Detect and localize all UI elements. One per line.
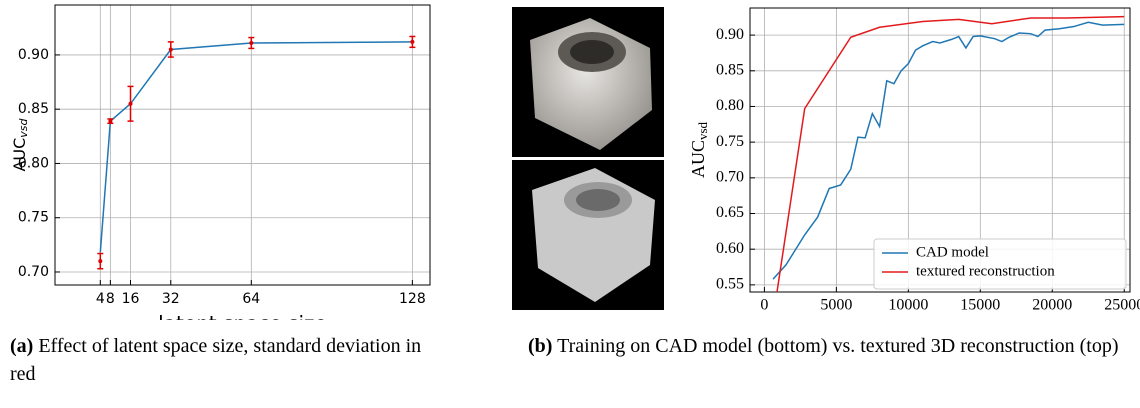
x-tick-label: 0 (760, 297, 768, 314)
mean-point (129, 102, 133, 106)
y-tick-label: 0.90 (18, 47, 49, 63)
render-top (512, 7, 664, 157)
mean-point (98, 259, 102, 263)
y-tick-label: 0.60 (716, 240, 744, 257)
caption-label: (b) (528, 335, 552, 357)
y-label-main: AUC (688, 140, 708, 178)
caption-label: (a) (10, 335, 33, 357)
y-tick-label: 0.85 (716, 61, 744, 78)
y-tick-label: 0.70 (716, 169, 744, 186)
mean-point (249, 41, 253, 45)
caption-text: Training on CAD model (bottom) vs. textu… (557, 335, 1118, 357)
y-tick-label: 0.65 (716, 204, 744, 221)
mean-point (410, 40, 414, 44)
y-tick-label: 0.80 (716, 97, 744, 114)
x-tick-label: 20000 (1032, 297, 1072, 314)
caption-b: (b) Training on CAD model (bottom) vs. t… (528, 332, 1140, 360)
x-tick-label: 5000 (820, 297, 852, 314)
y-tick-label: 0.55 (716, 276, 744, 293)
x-axis-label: Iterations (898, 317, 981, 320)
series-line (100, 42, 412, 253)
figure: 0.70 0.75 0.80 0.85 0.90 48 16 32 64 128 latent sp… (0, 0, 1140, 320)
y-tick-label: 0.90 (716, 26, 744, 43)
render-bottom (512, 160, 664, 310)
y-axis-label: AUCvsd (688, 121, 710, 178)
y-tick-label: 0.75 (716, 133, 744, 150)
x-tick-label: 16 (122, 291, 140, 307)
x-tick-label: 64 (242, 291, 260, 307)
x-axis-label: latent space size (158, 312, 327, 321)
mean-point (108, 119, 112, 123)
chart: 0.700.750.800.850.9048163264128latent sp… (10, 5, 431, 320)
caption-a: (a) Effect of latent space size, standar… (10, 332, 450, 388)
x-tick-label: 128 (399, 291, 426, 307)
y-label-main: AUC (10, 138, 29, 172)
x-tick-label: 25000 (1104, 297, 1140, 314)
y-label-sub: vsd (695, 121, 710, 140)
x-tick-label: 32 (162, 291, 180, 307)
x-tick-label: 15000 (960, 297, 1000, 314)
y-label-sub: vsd (17, 117, 30, 137)
x-tick-label: 4 (96, 291, 105, 307)
legend-label: CAD model (916, 244, 989, 260)
y-axis-label: AUCvsd (10, 117, 31, 171)
caption-text: Effect of latent space size, standard de… (10, 335, 421, 385)
legend-label: textured reconstruction (916, 263, 1055, 279)
mean-point (169, 47, 173, 51)
plot-frame (55, 5, 430, 285)
y-tick-label: 0.75 (18, 210, 49, 226)
chart: 0.55 0.60 0.65 0.70 0.75 0.80 0.85 0.90 0 5000 100… (688, 8, 1140, 320)
page: 0.70 0.75 0.80 0.85 0.90 48 16 32 64 128 latent sp… (0, 0, 1140, 408)
x-tick-label: 10000 (888, 297, 928, 314)
y-tick-label: 0.85 (18, 101, 49, 117)
y-tick-label: 0.70 (18, 264, 49, 280)
x-tick-label: 8 (106, 291, 115, 307)
